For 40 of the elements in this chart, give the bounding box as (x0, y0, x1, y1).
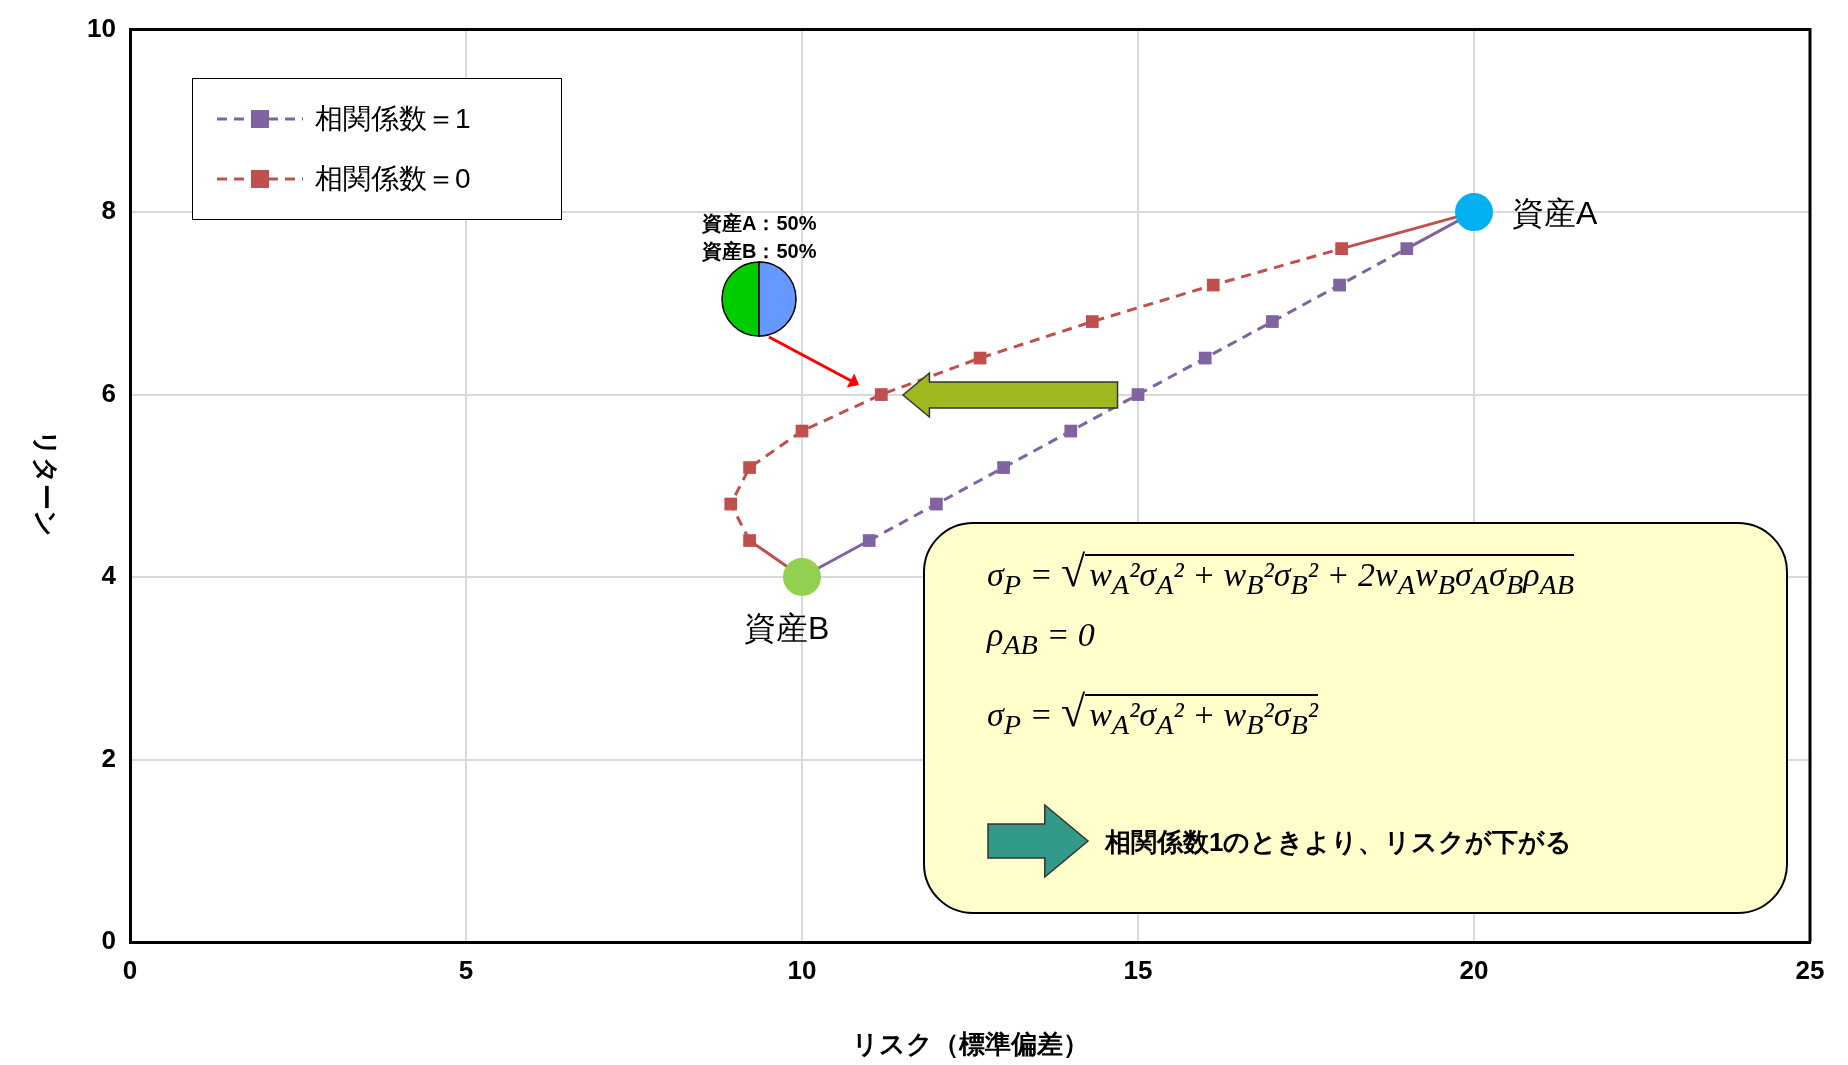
x-tick-label: 10 (787, 954, 817, 985)
point (724, 497, 738, 511)
x-tick-label: 15 (1123, 954, 1153, 985)
x-tick-label: 0 (122, 954, 138, 985)
point (1333, 278, 1346, 292)
point (1206, 278, 1220, 292)
point (1335, 242, 1348, 255)
annotation: ρ$_{AB}$ = 0 (986, 616, 1095, 662)
y-tick-label: 0 (101, 925, 116, 956)
annotation: 相関係数1のときより、リスクが下がる (1104, 826, 1573, 860)
point (783, 558, 821, 597)
point (1198, 351, 1212, 365)
x-tick-label: 20 (1459, 954, 1489, 985)
point (930, 497, 943, 511)
point (1085, 315, 1099, 328)
x-tick-label: 5 (458, 954, 474, 985)
point (1400, 242, 1414, 255)
point (1131, 388, 1145, 401)
annotation: 資産A：50% 資産B：50% (701, 210, 818, 264)
legend-label: 相関係数＝1 (315, 101, 471, 136)
annotation: 資産B (744, 609, 830, 649)
point (1064, 424, 1078, 438)
legend-label: 相関係数＝0 (315, 161, 471, 196)
callout-box: σ$_{P}$ = √w$_{A}$²σ$_{A}$² + w$_{B}$²σ$_{B}$² + 2w$_{A}$w$_{B}$σ$_{A}$σ$_{B}$ρ$_{AB}$ ρ$_{AB}$ = 0 σ$_{P}$ = √w$_{A}$²σ$_{A}$² + w$_{B}$²σ$_{B}$² 相関係数1のときより、リスクが下がる (922, 522, 1789, 914)
point (862, 534, 876, 547)
y-tick-label: 6 (101, 377, 116, 408)
point (743, 534, 756, 547)
point (1266, 315, 1279, 328)
x-axis-title: リスク（標準偏差） (851, 1028, 1089, 1059)
y-tick-label: 2 (101, 742, 116, 773)
y-tick-label: 4 (101, 560, 117, 591)
annotation: 資産A (1512, 194, 1598, 234)
point (997, 461, 1010, 474)
point (874, 388, 888, 401)
point (1455, 193, 1493, 232)
y-axis-title: リターン (29, 428, 62, 539)
x-tick-label: 25 (1795, 954, 1825, 985)
y-tick-label: 10 (87, 12, 116, 43)
point (743, 461, 756, 474)
y-tick-label: 8 (101, 195, 116, 226)
